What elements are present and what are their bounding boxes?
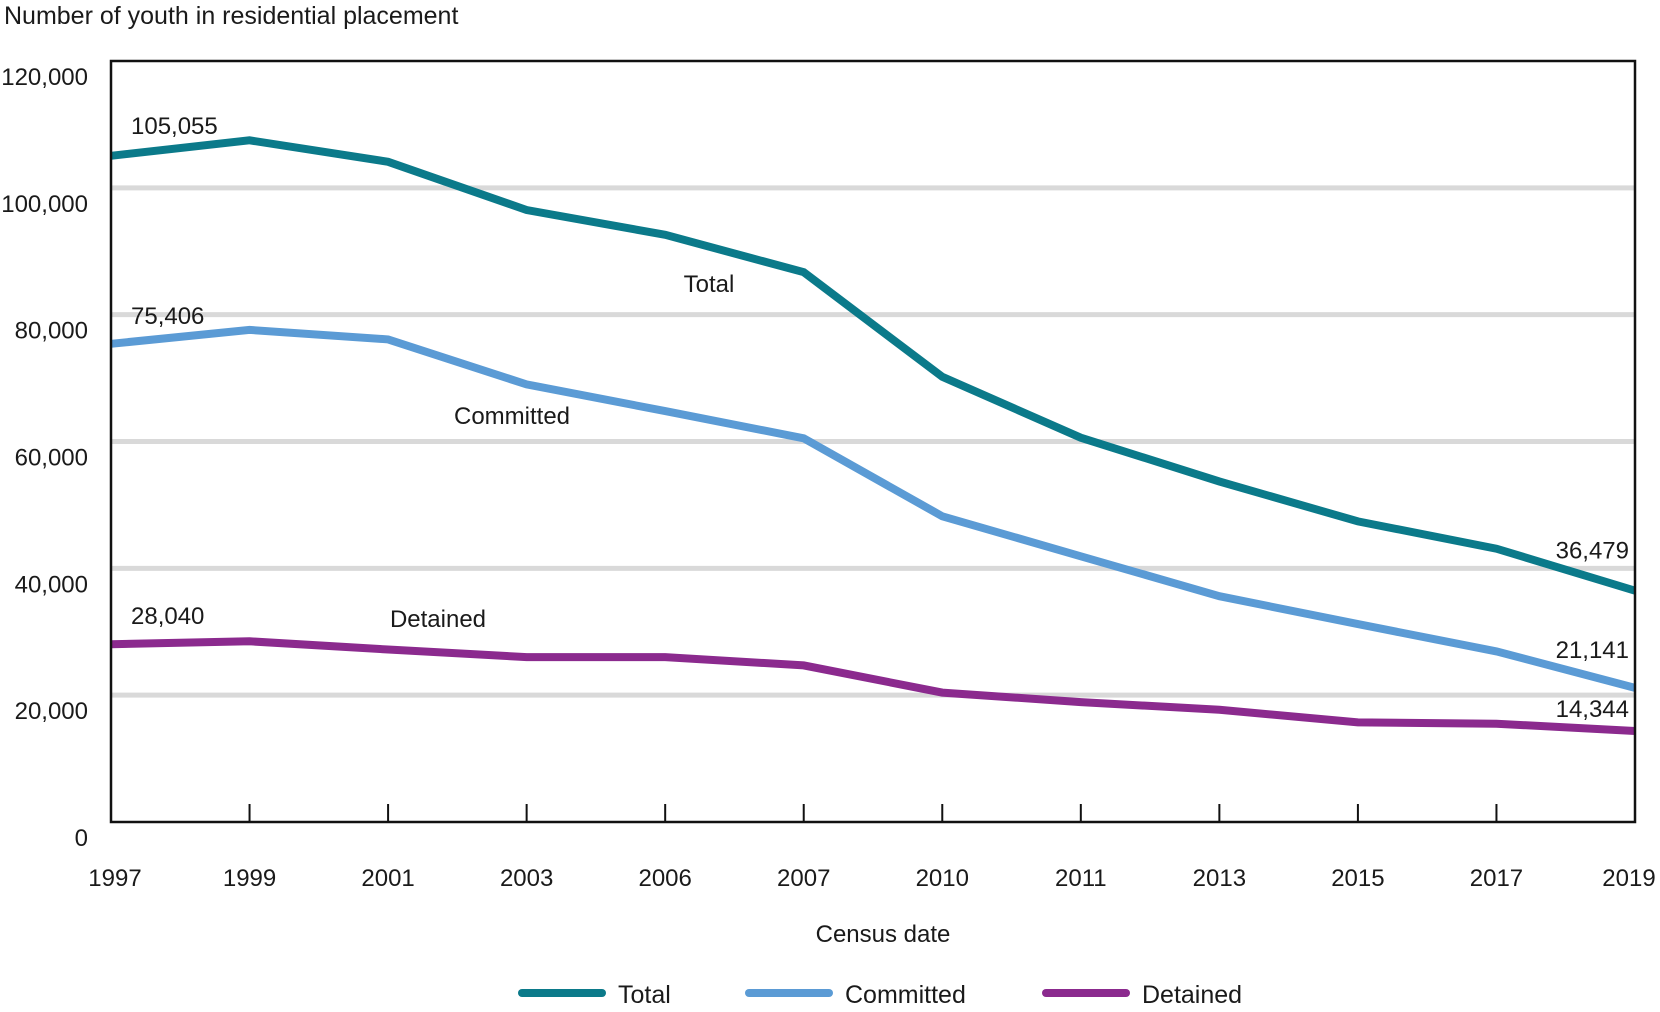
x-tick-label: 1997 xyxy=(88,865,141,892)
y-tick-label: 80,000 xyxy=(15,318,88,345)
x-tick-label: 2019 xyxy=(1602,865,1655,892)
legend-label-detained: Detained xyxy=(1142,981,1242,1009)
x-tick-label: 2011 xyxy=(1055,865,1107,892)
series-line-committed xyxy=(110,325,1637,692)
y-tick-label: 20,000 xyxy=(15,698,88,725)
x-tick-label: 2013 xyxy=(1193,865,1246,892)
series-line-detained xyxy=(110,637,1636,735)
y-tick-label: 40,000 xyxy=(15,571,88,598)
y-axis-title: Number of youth in residential placement xyxy=(4,2,458,30)
data-label-committed-2019: 21,141 xyxy=(1556,637,1629,664)
x-tick-label: 2017 xyxy=(1470,865,1523,892)
x-tick-label: 1999 xyxy=(223,865,276,892)
x-axis-ticks: 1997 1999 2001 2003 2006 2007 2010 2011 2013 2015… xyxy=(88,804,1656,892)
series-lines xyxy=(110,136,1637,735)
inline-label-total: Total xyxy=(684,271,735,298)
x-tick-label: 2015 xyxy=(1331,865,1384,892)
data-label-detained-2019: 14,344 xyxy=(1556,696,1629,723)
legend-item-total: Total xyxy=(518,981,671,1009)
data-label-detained-1997: 28,040 xyxy=(131,603,204,630)
legend: Total Committed Detained xyxy=(518,981,1242,1009)
inline-label-detained: Detained xyxy=(390,606,486,633)
y-axis-ticks: 0 20,000 40,000 60,000 80,000 100,000 120,000 xyxy=(1,64,88,852)
plot-frame xyxy=(109,59,1637,824)
inline-label-committed: Committed xyxy=(454,403,570,430)
x-axis-title: Census date xyxy=(816,921,951,948)
y-tick-label: 60,000 xyxy=(15,445,88,472)
data-labels: 105,055 75,406 28,040 36,479 21,141 14,344 xyxy=(131,113,1629,723)
legend-label-committed: Committed xyxy=(845,981,966,1009)
series-inline-labels: Total Committed Detained xyxy=(390,271,734,633)
gridlines xyxy=(111,185,1635,698)
data-label-total-2019: 36,479 xyxy=(1556,538,1629,565)
legend-item-committed: Committed xyxy=(745,981,966,1009)
legend-label-total: Total xyxy=(618,981,671,1009)
x-tick-label: 2003 xyxy=(500,865,553,892)
legend-item-detained: Detained xyxy=(1042,981,1242,1009)
x-tick-label: 2007 xyxy=(777,865,830,892)
y-tick-label: 100,000 xyxy=(1,191,88,218)
series-line-total xyxy=(110,136,1637,595)
y-tick-label: 120,000 xyxy=(1,64,88,91)
data-label-committed-1997: 75,406 xyxy=(131,303,204,330)
data-label-total-1997: 105,055 xyxy=(131,113,218,140)
x-tick-label: 2001 xyxy=(361,865,414,892)
x-tick-label: 2006 xyxy=(638,865,691,892)
x-tick-label: 2010 xyxy=(916,865,969,892)
y-tick-label: 0 xyxy=(75,825,88,852)
